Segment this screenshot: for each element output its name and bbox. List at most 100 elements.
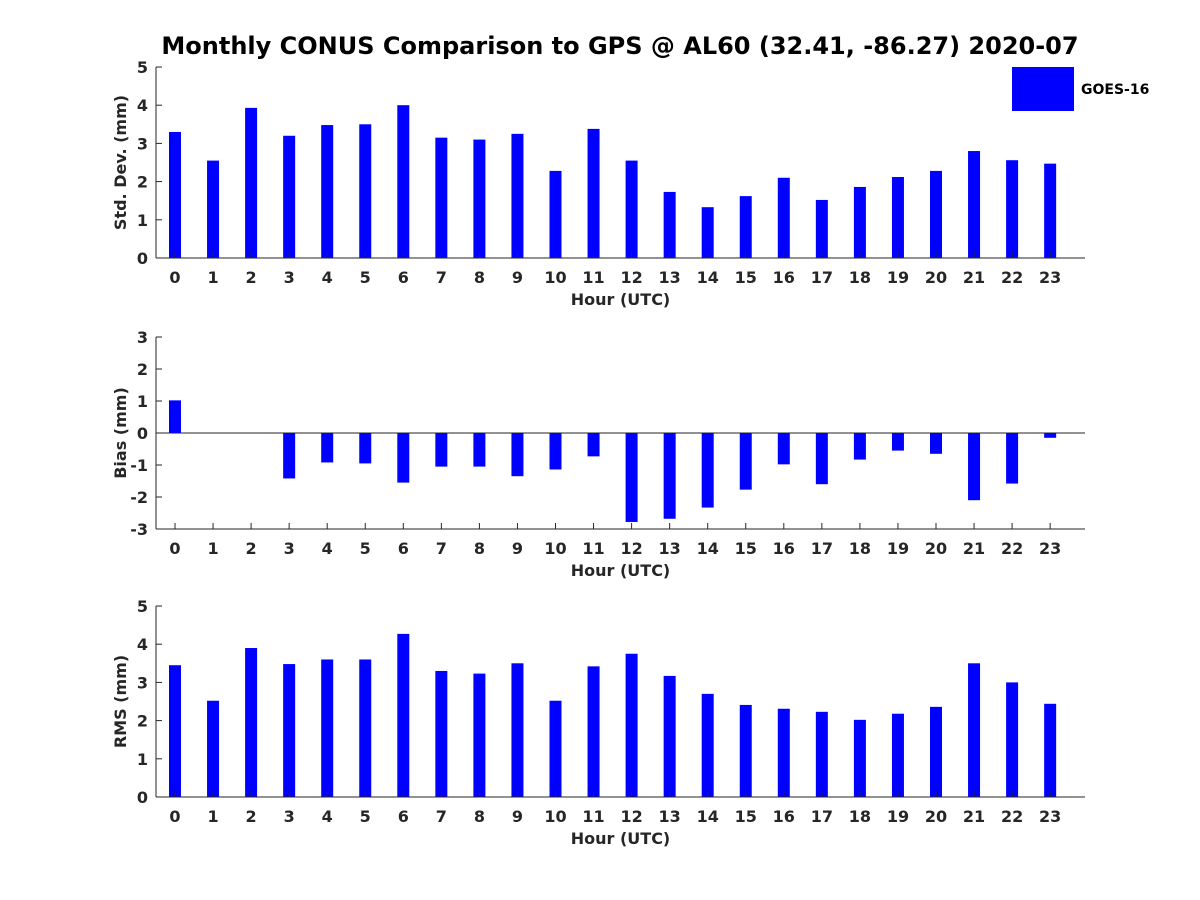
bias-y-tick-label: 0 (137, 424, 148, 443)
rms-bar-1 (207, 700, 220, 797)
bias-x-tick-label: 6 (398, 539, 409, 558)
bias-x-tick-label: 3 (284, 539, 295, 558)
bias-bar-7 (435, 433, 448, 467)
rms-bar-23 (1044, 703, 1057, 797)
rms-y-tick-label: 3 (137, 673, 148, 692)
std-dev-x-tick-label: 8 (474, 268, 485, 287)
std-dev-y-tick-label: 3 (137, 134, 148, 153)
bias-x-tick-label: 5 (360, 539, 371, 558)
std-dev-x-tick-label: 1 (207, 268, 218, 287)
rms-x-tick-label: 7 (436, 807, 447, 826)
rms-x-tick-label: 5 (360, 807, 371, 826)
rms-x-tick-label: 8 (474, 807, 485, 826)
rms-x-tick-label: 6 (398, 807, 409, 826)
rms-x-tick-label: 15 (735, 807, 757, 826)
bias-x-tick-label: 21 (963, 539, 985, 558)
bias-bar-5 (359, 433, 372, 464)
std-dev-x-tick-label: 14 (697, 268, 719, 287)
bias-bar-22 (1006, 433, 1019, 484)
bias-bar-3 (283, 433, 296, 479)
std-dev-y-tick-label: 4 (137, 96, 148, 115)
std-dev-x-tick-label: 11 (582, 268, 604, 287)
rms-x-tick-label: 9 (512, 807, 523, 826)
std-dev-bar-7 (435, 137, 448, 258)
std-dev-x-tick-label: 0 (169, 268, 180, 287)
bias-bar-19 (891, 433, 904, 451)
rms-bar-16 (777, 708, 790, 797)
bias-bar-21 (968, 433, 981, 501)
rms-bar-21 (968, 663, 981, 797)
bias-bar-8 (473, 433, 486, 467)
bias-y-tick-label: -2 (130, 488, 148, 507)
bias-x-tick-label: 22 (1001, 539, 1023, 558)
std-dev-x-tick-label: 23 (1039, 268, 1061, 287)
rms-x-tick-label: 22 (1001, 807, 1023, 826)
std-dev-bar-3 (283, 135, 296, 258)
rms-x-tick-label: 17 (811, 807, 833, 826)
bias-bar-6 (397, 433, 410, 483)
std-dev-x-tick-label: 15 (735, 268, 757, 287)
std-dev-bar-4 (321, 125, 334, 259)
bias-bar-12 (625, 433, 638, 522)
bias-x-axis-label: Hour (UTC) (571, 561, 671, 580)
std-dev-bar-1 (207, 160, 220, 258)
bias-bar-4 (321, 433, 334, 463)
rms-y-tick-label: 1 (137, 750, 148, 769)
rms-bar-11 (587, 666, 600, 797)
rms-x-tick-label: 19 (887, 807, 909, 826)
bias-x-tick-label: 1 (207, 539, 218, 558)
rms-x-tick-label: 21 (963, 807, 985, 826)
std-dev-bar-5 (359, 124, 372, 258)
bias-x-tick-label: 15 (735, 539, 757, 558)
rms-bar-14 (701, 693, 714, 797)
bias-y-tick-label: -1 (130, 456, 148, 475)
std-dev-bar-8 (473, 139, 486, 258)
std-dev-bar-6 (397, 105, 410, 258)
std-dev-bar-16 (777, 177, 790, 258)
std-dev-bar-13 (663, 191, 676, 258)
rms-x-tick-label: 16 (773, 807, 795, 826)
bias-x-tick-label: 12 (620, 539, 642, 558)
rms-x-tick-label: 3 (284, 807, 295, 826)
rms-bar-19 (891, 713, 904, 797)
std-dev-x-axis-label: Hour (UTC) (571, 290, 671, 309)
rms-x-tick-label: 14 (697, 807, 719, 826)
bias-y-tick-label: -3 (130, 520, 148, 539)
rms-x-tick-label: 20 (925, 807, 947, 826)
rms-bar-20 (930, 706, 942, 797)
rms-bar-6 (397, 633, 410, 797)
std-dev-bar-19 (891, 177, 904, 258)
std-dev-bar-23 (1044, 163, 1057, 258)
bias-x-tick-label: 23 (1039, 539, 1061, 558)
rms-bar-8 (473, 673, 486, 797)
rms-x-tick-label: 18 (849, 807, 871, 826)
rms-x-tick-label: 13 (659, 807, 681, 826)
bias-x-tick-label: 18 (849, 539, 871, 558)
bias-x-tick-label: 13 (659, 539, 681, 558)
bias-bar-11 (587, 433, 600, 457)
bias-y-tick-label: 1 (137, 392, 148, 411)
std-dev-y-tick-label: 0 (137, 249, 148, 268)
std-dev-bar-2 (245, 107, 258, 259)
bias-bar-16 (777, 433, 790, 465)
rms-x-tick-label: 4 (322, 807, 333, 826)
rms-x-tick-label: 23 (1039, 807, 1061, 826)
std-dev-y-tick-label: 2 (137, 173, 148, 192)
bias-bar-17 (815, 433, 828, 485)
rms-x-tick-label: 10 (544, 807, 566, 826)
bias-bar-18 (853, 433, 866, 460)
std-dev-x-tick-label: 2 (246, 268, 257, 287)
rms-x-tick-label: 0 (169, 807, 180, 826)
rms-x-tick-label: 12 (620, 807, 642, 826)
std-dev-bar-15 (739, 196, 752, 258)
std-dev-x-tick-label: 3 (284, 268, 295, 287)
std-dev-bar-11 (587, 128, 600, 258)
bias-x-tick-label: 10 (544, 539, 566, 558)
bias-y-tick-label: 2 (137, 360, 148, 379)
rms-bar-2 (245, 648, 258, 797)
rms-x-tick-label: 11 (582, 807, 604, 826)
rms-x-tick-label: 2 (246, 807, 257, 826)
